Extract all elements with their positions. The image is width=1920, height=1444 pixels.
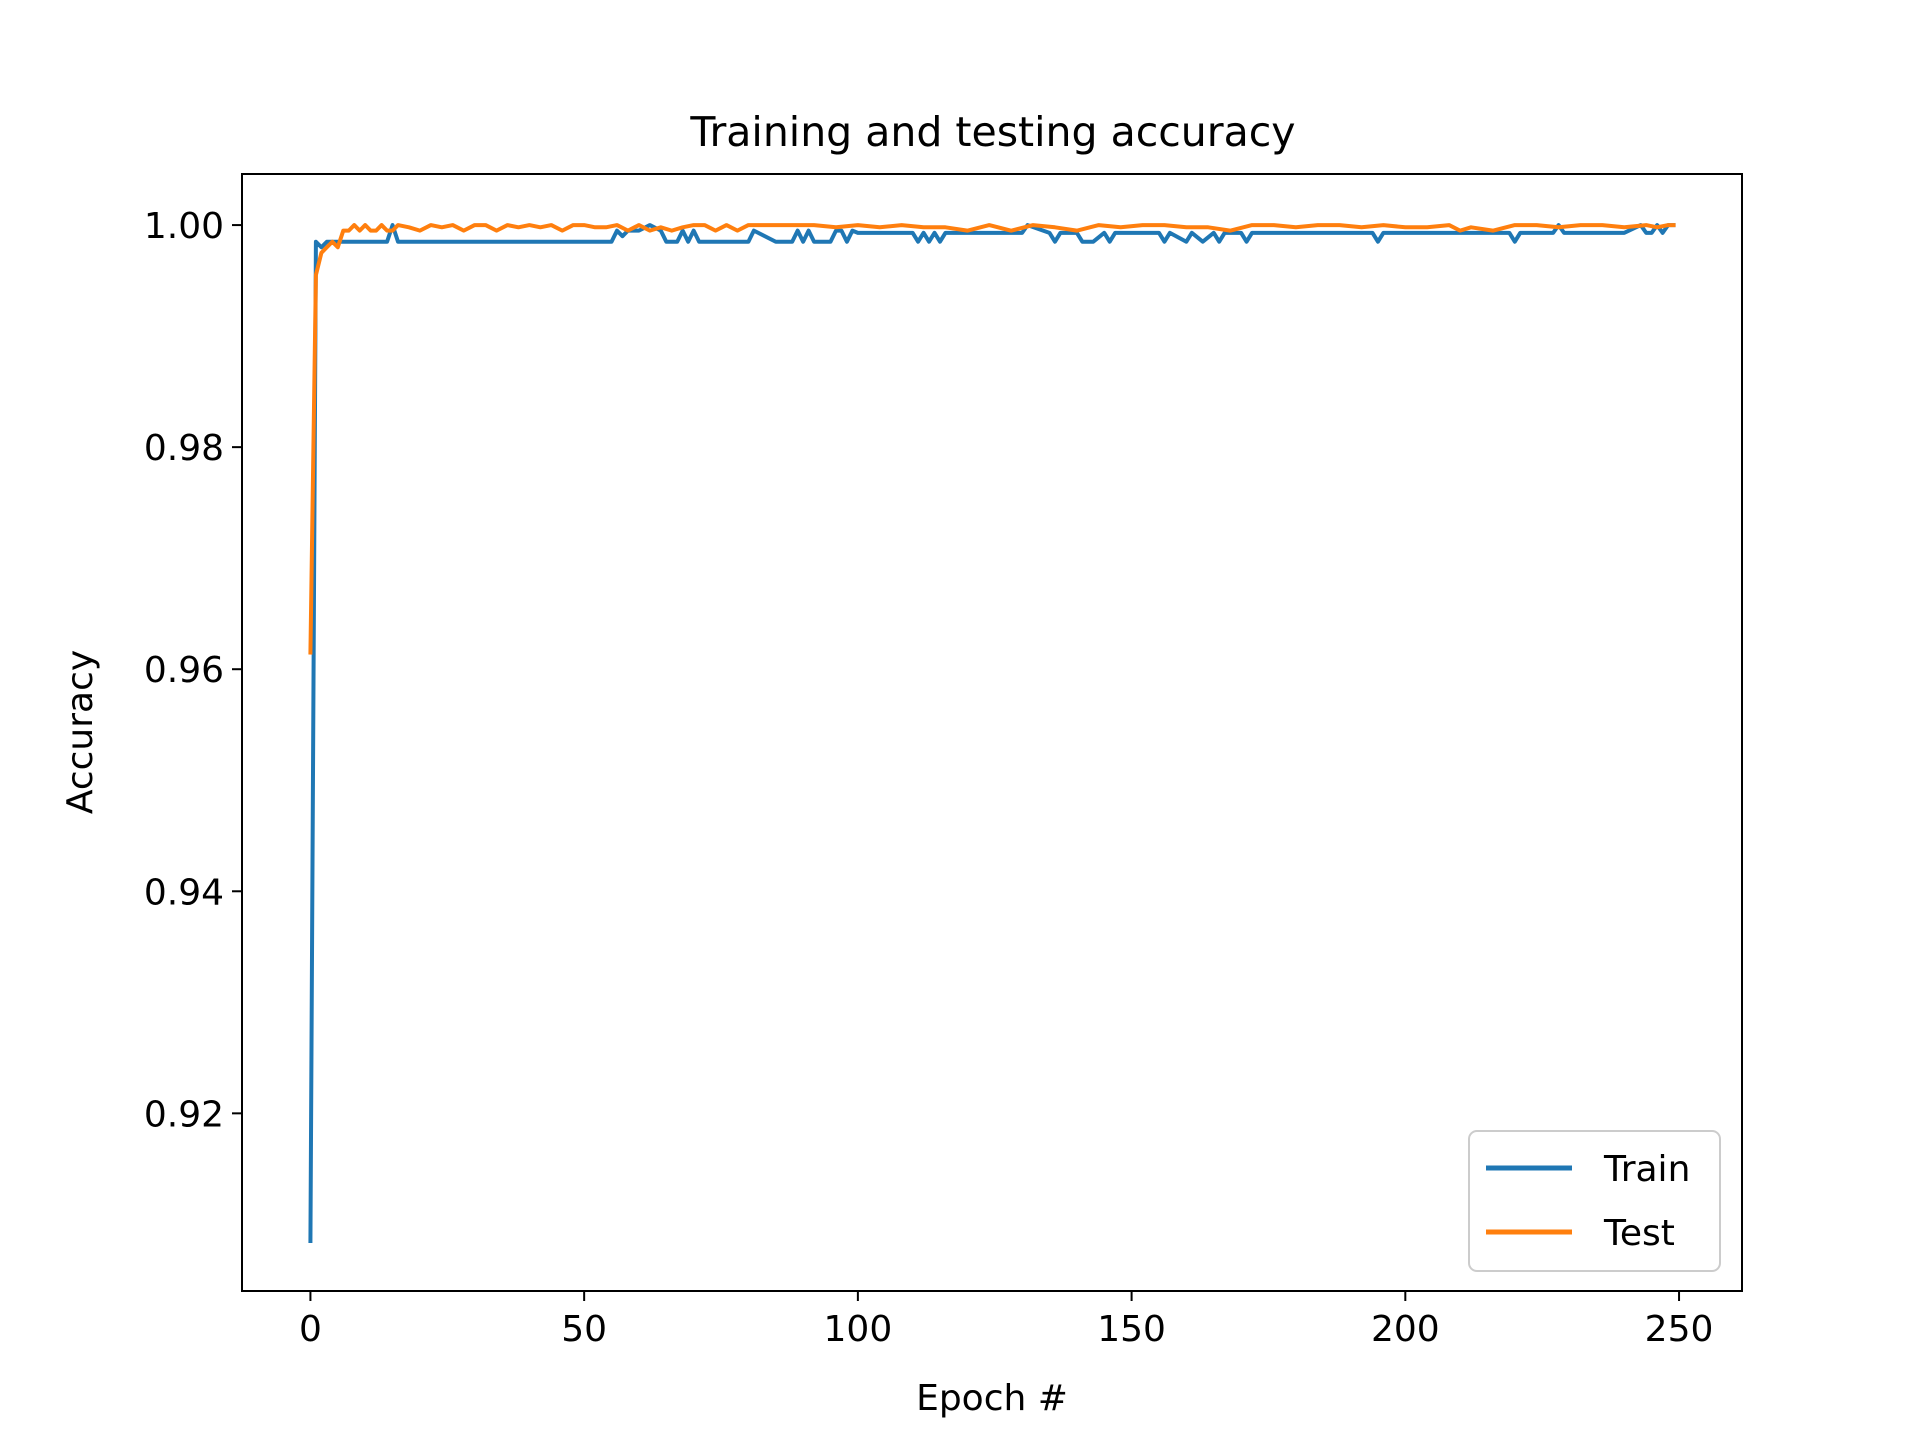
legend: Train Test bbox=[1468, 1130, 1721, 1272]
y-tick-label: 0.96 bbox=[144, 650, 224, 691]
legend-label-test: Test bbox=[1603, 1213, 1675, 1254]
tick-layer: 0 50 100 150 200 250 0.92 0.94 0.96 0.98 1.00 bbox=[144, 206, 1714, 1350]
x-tick-label: 200 bbox=[1371, 1309, 1440, 1350]
x-tick-label: 250 bbox=[1645, 1309, 1714, 1350]
y-tick-label: 0.98 bbox=[144, 428, 224, 469]
series-layer bbox=[308, 223, 1676, 1244]
x-tick-label: 150 bbox=[1097, 1309, 1166, 1350]
y-tick-label: 1.00 bbox=[144, 206, 224, 247]
y-tick-label: 0.94 bbox=[144, 872, 224, 913]
x-tick-label: 50 bbox=[561, 1309, 607, 1350]
x-tick-label: 0 bbox=[299, 1309, 322, 1350]
y-tick-label: 0.92 bbox=[144, 1094, 224, 1135]
chart-title: Training and testing accuracy bbox=[689, 108, 1295, 156]
x-tick-label: 100 bbox=[824, 1309, 893, 1350]
plot-frame bbox=[241, 173, 1743, 1292]
legend-label-train: Train bbox=[1603, 1149, 1690, 1190]
x-axis-label: Epoch # bbox=[916, 1378, 1068, 1419]
y-axis-label: Accuracy bbox=[60, 650, 101, 814]
series-line-test bbox=[308, 223, 1676, 655]
